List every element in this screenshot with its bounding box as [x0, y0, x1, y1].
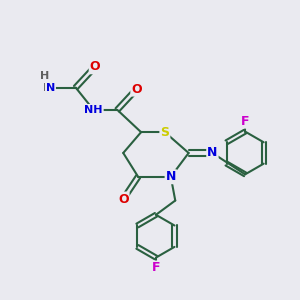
Text: H: H	[40, 71, 49, 81]
Text: N: N	[207, 146, 218, 160]
Text: O: O	[90, 60, 100, 73]
Text: S: S	[160, 126, 169, 139]
Text: N: N	[46, 82, 55, 93]
Text: O: O	[118, 193, 129, 206]
Text: F: F	[241, 115, 249, 128]
Text: O: O	[131, 82, 142, 96]
Text: N: N	[166, 170, 176, 183]
Text: NH: NH	[84, 105, 103, 115]
Text: F: F	[152, 262, 160, 275]
Text: H: H	[43, 82, 52, 93]
